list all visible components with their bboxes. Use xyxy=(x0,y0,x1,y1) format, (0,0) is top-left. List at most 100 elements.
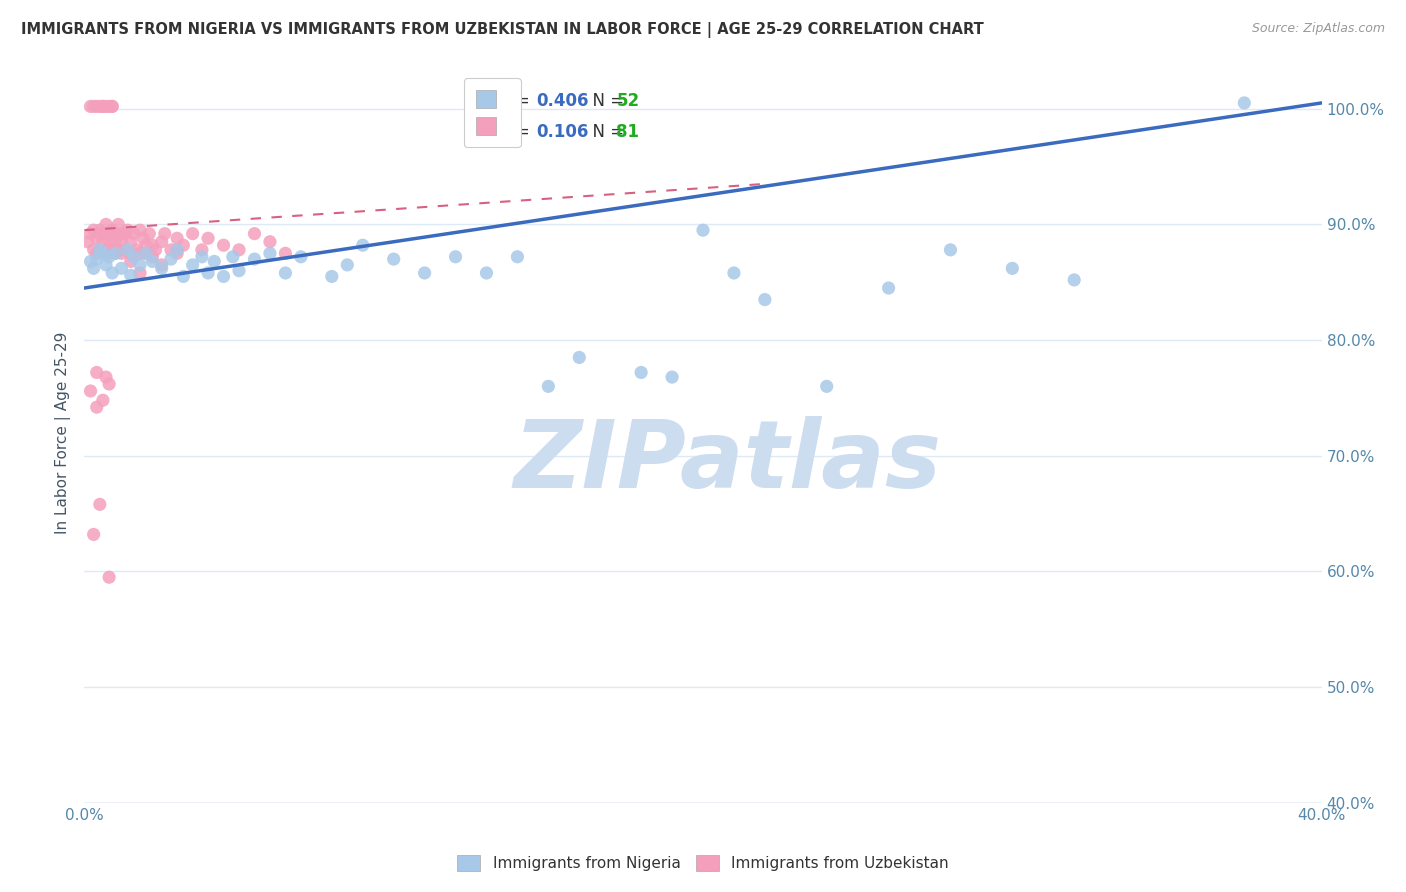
Point xyxy=(259,246,281,260)
Point xyxy=(86,252,108,266)
Point xyxy=(630,366,652,380)
Point xyxy=(91,235,114,249)
Point xyxy=(101,99,124,113)
Point xyxy=(107,243,129,257)
Point xyxy=(91,393,114,408)
Point xyxy=(506,250,529,264)
Point xyxy=(197,231,219,245)
Point xyxy=(101,243,124,257)
Point xyxy=(129,266,152,280)
Point xyxy=(120,254,142,268)
Y-axis label: In Labor Force | Age 25-29: In Labor Force | Age 25-29 xyxy=(55,332,72,533)
Point xyxy=(104,227,127,241)
Point xyxy=(191,250,214,264)
Text: IMMIGRANTS FROM NIGERIA VS IMMIGRANTS FROM UZBEKISTAN IN LABOR FORCE | AGE 25-29: IMMIGRANTS FROM NIGERIA VS IMMIGRANTS FR… xyxy=(21,22,984,38)
Text: N =: N = xyxy=(582,92,628,110)
Point xyxy=(129,223,152,237)
Point xyxy=(98,227,121,241)
Point xyxy=(89,243,111,257)
Point xyxy=(129,246,152,260)
Point xyxy=(101,223,124,237)
Point xyxy=(181,258,204,272)
Point xyxy=(79,227,101,241)
Point xyxy=(89,227,111,241)
Point xyxy=(135,238,157,252)
Point xyxy=(91,246,114,260)
Point xyxy=(101,99,124,113)
Point xyxy=(382,252,405,266)
Point xyxy=(661,370,683,384)
Point xyxy=(145,243,167,257)
Point xyxy=(274,266,297,280)
Point xyxy=(104,246,127,260)
Point xyxy=(110,261,132,276)
Point xyxy=(475,266,498,280)
Point xyxy=(89,223,111,237)
Point xyxy=(166,246,188,260)
Point xyxy=(86,99,108,113)
Point xyxy=(89,99,111,113)
Point xyxy=(94,99,117,113)
Point xyxy=(228,263,250,277)
Point xyxy=(94,258,117,272)
Point xyxy=(120,235,142,249)
Point xyxy=(117,243,139,257)
Point xyxy=(321,269,343,284)
Point xyxy=(413,266,436,280)
Point xyxy=(939,243,962,257)
Point xyxy=(79,254,101,268)
Point xyxy=(568,351,591,365)
Point xyxy=(692,223,714,237)
Point xyxy=(117,223,139,237)
Point xyxy=(86,231,108,245)
Point xyxy=(98,570,121,584)
Point xyxy=(91,99,114,113)
Point xyxy=(104,235,127,249)
Point xyxy=(125,243,148,257)
Point xyxy=(150,261,173,276)
Point xyxy=(122,250,145,264)
Point xyxy=(98,246,121,260)
Point xyxy=(94,218,117,232)
Point xyxy=(79,384,101,398)
Point xyxy=(89,497,111,511)
Point xyxy=(166,243,188,257)
Point xyxy=(1063,273,1085,287)
Point xyxy=(98,99,121,113)
Point xyxy=(83,243,105,257)
Point xyxy=(120,268,142,283)
Point xyxy=(754,293,776,307)
Point xyxy=(191,243,214,257)
Point xyxy=(243,252,266,266)
Point xyxy=(212,269,235,284)
Point xyxy=(160,243,183,257)
Text: 0.106: 0.106 xyxy=(536,123,588,141)
Point xyxy=(98,235,121,249)
Point xyxy=(110,227,132,241)
Text: N =: N = xyxy=(582,123,628,141)
Point xyxy=(91,246,114,260)
Point xyxy=(141,250,163,264)
Point xyxy=(150,235,173,249)
Point xyxy=(290,250,312,264)
Point xyxy=(166,231,188,245)
Point xyxy=(135,246,157,260)
Point xyxy=(129,258,152,272)
Point xyxy=(79,99,101,113)
Point xyxy=(86,366,108,380)
Legend: Immigrants from Nigeria, Immigrants from Uzbekistan: Immigrants from Nigeria, Immigrants from… xyxy=(451,849,955,877)
Point xyxy=(1233,95,1256,110)
Point xyxy=(98,377,121,392)
Point xyxy=(141,238,163,252)
Point xyxy=(101,266,124,280)
Point xyxy=(243,227,266,241)
Point xyxy=(120,246,142,260)
Point xyxy=(83,527,105,541)
Point xyxy=(86,400,108,414)
Point xyxy=(336,258,359,272)
Point xyxy=(114,227,136,241)
Point xyxy=(76,235,98,249)
Text: ZIPatlas: ZIPatlas xyxy=(513,417,942,508)
Point xyxy=(94,370,117,384)
Point xyxy=(122,227,145,241)
